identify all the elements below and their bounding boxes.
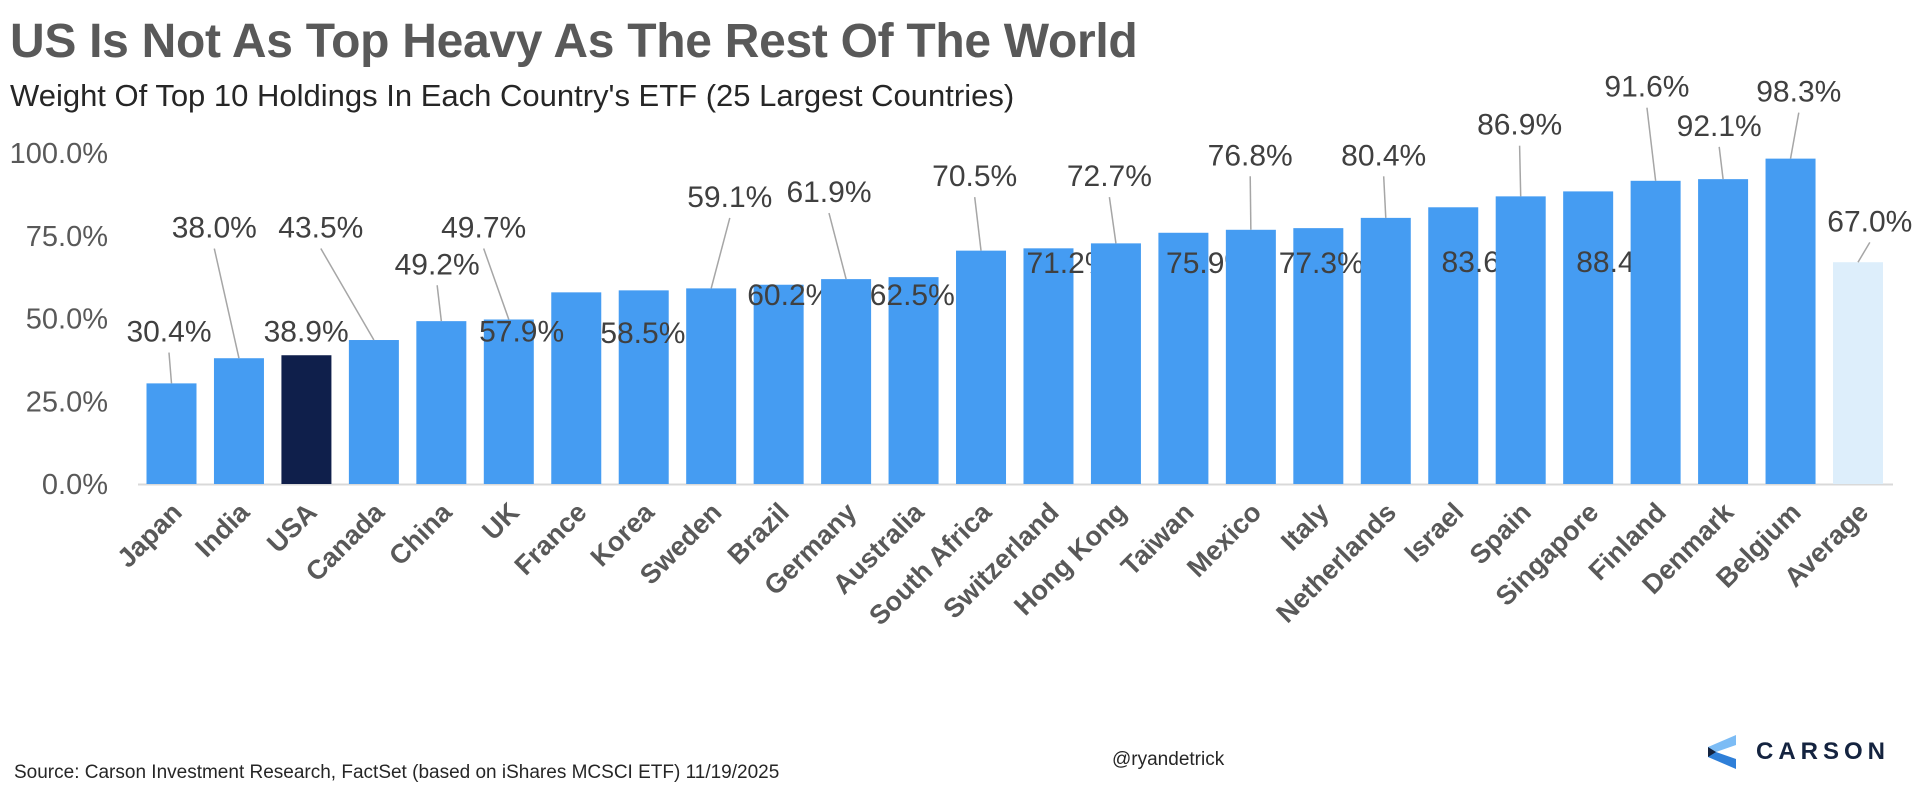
bar-netherlands	[1360, 217, 1411, 484]
x-tick-label: India	[189, 496, 255, 562]
data-label: 38.9%	[264, 316, 349, 349]
leader-line	[973, 197, 982, 251]
data-label: 57.9%	[479, 316, 564, 349]
data-label: 98.3%	[1756, 76, 1841, 109]
leader-line	[1646, 107, 1657, 181]
data-label: 58.5%	[600, 317, 685, 350]
bar-taiwan	[1158, 232, 1209, 484]
bar-denmark	[1698, 179, 1749, 485]
bar-usa	[281, 355, 332, 484]
bar-india	[213, 358, 264, 484]
leader-line	[1382, 176, 1387, 218]
bar-brazil	[753, 284, 804, 484]
carson-logo-icon	[1708, 735, 1736, 769]
leader-line	[828, 212, 847, 280]
leader-line	[482, 248, 510, 320]
bar-singapore	[1563, 191, 1614, 484]
data-label: 60.2%	[747, 279, 832, 312]
data-label: 38.0%	[172, 212, 257, 245]
leader-line	[436, 285, 443, 322]
leader-line	[320, 248, 375, 341]
x-tick-label: Israel	[1398, 497, 1469, 568]
bar-average	[1833, 262, 1883, 484]
bar-australia	[888, 277, 939, 484]
data-label: 30.4%	[126, 316, 211, 349]
x-tick-label: France	[509, 497, 593, 581]
source-note: Source: Carson Investment Research, Fact…	[14, 762, 780, 783]
data-label: 86.9%	[1477, 109, 1562, 142]
data-label: 62.5%	[870, 279, 955, 312]
leader-line	[710, 217, 731, 289]
y-tick-label: 0.0%	[42, 469, 108, 501]
leader-line	[1718, 146, 1724, 180]
data-label: 92.1%	[1677, 110, 1762, 143]
data-label: 59.1%	[687, 181, 772, 214]
leader-line	[213, 248, 240, 359]
bar-japan	[146, 383, 197, 484]
bar-germany	[821, 279, 872, 484]
data-label: 70.5%	[932, 160, 1017, 193]
x-tick-label: Japan	[111, 497, 187, 573]
x-tick-label: UK	[476, 497, 525, 546]
bar-spain	[1495, 196, 1546, 484]
data-label: 49.2%	[395, 248, 480, 281]
data-label: 67.0%	[1827, 205, 1912, 238]
data-label: 49.7%	[441, 212, 526, 245]
x-tick-label: Netherlands	[1270, 497, 1402, 629]
y-tick-label: 50.0%	[26, 304, 108, 336]
y-tick-label: 25.0%	[26, 386, 108, 418]
leader-line	[1108, 196, 1117, 244]
x-tick-label: Mexico	[1181, 497, 1267, 583]
bar-canada	[348, 340, 399, 484]
bar-italy	[1293, 228, 1344, 484]
bar-hong-kong	[1090, 243, 1141, 484]
leader-line	[168, 352, 173, 384]
bar-belgium	[1765, 158, 1816, 484]
chart-title: US Is Not As Top Heavy As The Rest Of Th…	[10, 15, 1138, 68]
bar-south-africa	[956, 250, 1007, 484]
data-label: 80.4%	[1341, 139, 1426, 172]
y-tick-label: 100.0%	[10, 138, 108, 170]
bar-korea	[618, 290, 669, 484]
chart-subtitle: Weight Of Top 10 Holdings In Each Countr…	[10, 78, 1015, 113]
author-handle: @ryandetrick	[1112, 749, 1225, 770]
data-label: 91.6%	[1604, 71, 1689, 104]
leader-line	[1857, 242, 1871, 263]
data-label: 72.7%	[1067, 160, 1152, 193]
carson-logo: CARSON	[1708, 735, 1890, 769]
bar-sweden	[686, 288, 737, 484]
logo-text: CARSON	[1756, 738, 1891, 765]
data-label: 76.8%	[1208, 139, 1293, 172]
bar-france	[551, 292, 602, 484]
data-label: 77.3%	[1279, 247, 1364, 280]
leader-line	[1249, 176, 1252, 230]
y-tick-label: 75.0%	[26, 221, 108, 253]
bar-china	[416, 321, 467, 484]
x-tick-label: Italy	[1275, 497, 1334, 556]
bar-finland	[1630, 180, 1681, 484]
leader-line	[1518, 145, 1522, 197]
leader-line	[1789, 112, 1800, 159]
x-tick-label: China	[383, 496, 458, 571]
data-label: 43.5%	[278, 212, 363, 245]
bar-israel	[1428, 207, 1479, 484]
bar-uk	[483, 319, 534, 484]
x-tick-label: USA	[261, 497, 323, 559]
data-label: 61.9%	[786, 176, 871, 209]
bar-mexico	[1225, 229, 1276, 484]
bar-switzerland	[1023, 248, 1074, 484]
